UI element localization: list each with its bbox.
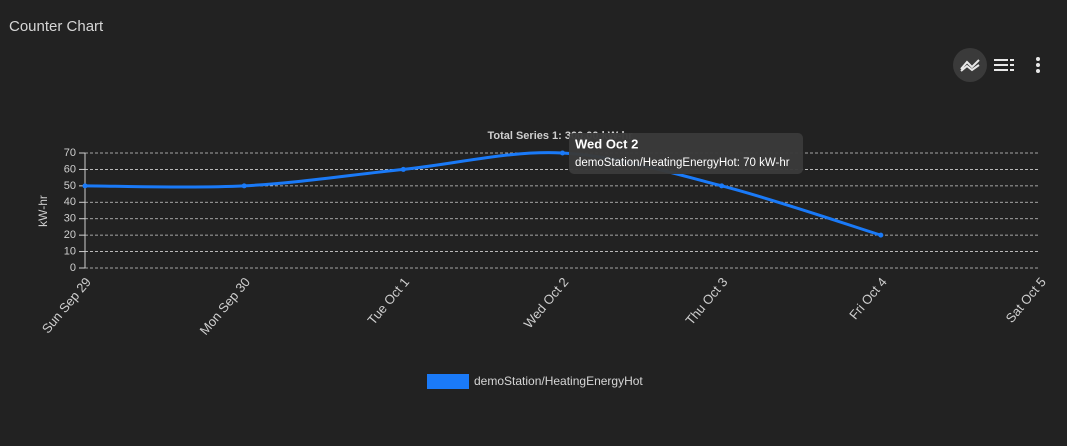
x-tick-label: Wed Oct 2 (521, 274, 572, 331)
icon (994, 59, 1014, 71)
tooltip-box (569, 133, 803, 174)
icon (960, 59, 980, 72)
y-tick-label: 70 (64, 147, 76, 159)
legend-swatch (427, 374, 469, 389)
tooltip-text: demoStation/HeatingEnergyHot: 70 kW-hr (575, 157, 790, 169)
legend-button[interactable] (987, 48, 1021, 82)
data-point (878, 232, 884, 238)
menu-button[interactable] (1021, 48, 1055, 82)
data-point (241, 183, 247, 189)
tooltip-title: Wed Oct 2 (575, 136, 638, 151)
x-tick-label: Sun Sep 29 (39, 274, 94, 336)
data-point (400, 166, 406, 172)
data-point (82, 183, 88, 189)
legend-item: demoStation/HeatingEnergyHot (427, 374, 643, 389)
y-tick-label: 30 (64, 213, 76, 225)
data-point (560, 150, 565, 156)
y-tick-label: 60 (64, 163, 76, 175)
card-title: Counter Chart (9, 18, 104, 35)
y-tick-label: 10 (64, 245, 76, 257)
icon (1036, 57, 1040, 73)
data-point (719, 183, 725, 189)
x-tick-label: Mon Sep 30 (197, 274, 254, 337)
y-tick-label: 40 (64, 196, 76, 208)
x-tick-label: Fri Oct 4 (846, 274, 890, 322)
y-tick-label: 0 (70, 262, 76, 274)
x-tick-label: Sat Oct 5 (1003, 274, 1049, 325)
y-tick-label: 50 (64, 180, 76, 192)
x-tick-label: Tue Oct 1 (364, 274, 412, 327)
legend-label: demoStation/HeatingEnergyHot (474, 374, 643, 388)
y-tick-label: 20 (64, 229, 76, 241)
x-tick-label: Thu Oct 3 (682, 274, 730, 327)
chart-type-button[interactable] (953, 48, 987, 82)
y-axis-label: kW-hr (36, 195, 50, 227)
series-line (84, 151, 882, 237)
tooltip: Wed Oct 2 demoStation/HeatingEnergyHot: 7… (569, 133, 803, 174)
